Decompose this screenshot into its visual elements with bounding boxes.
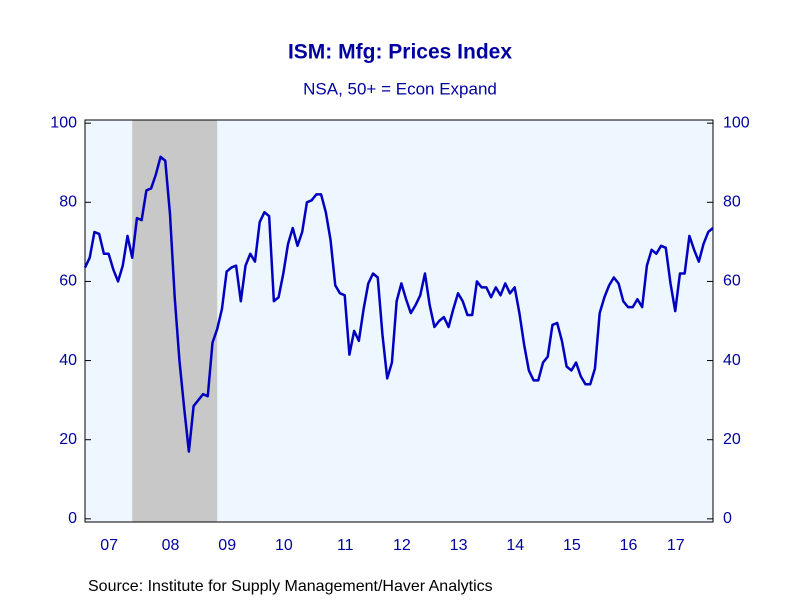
x-tick-label: 07 [100,537,118,554]
x-tick-label: 13 [450,537,468,554]
y-tick-label: 80 [59,194,77,211]
data-line [83,155,714,453]
chart-title: ISM: Mfg: Prices Index [288,41,512,64]
x-tick-label: 08 [162,537,180,554]
y2-tick-label: 20 [723,431,741,448]
shaded-range [132,120,218,522]
x-tick-label: 12 [393,537,411,554]
source-note: Source: Institute for Supply Management/… [88,578,493,595]
y2-tick-label: 40 [723,352,741,369]
y-tick-label: 60 [59,273,77,290]
y-tick-label: 20 [59,431,77,448]
x-tick-label: 10 [275,537,293,554]
x-tick-label: 15 [563,537,581,554]
y2-tick-label: 0 [723,510,732,527]
y2-tick-label: 60 [723,273,741,290]
x-tick-label: 09 [218,537,236,554]
y-tick-label: 0 [68,510,77,527]
y-tick-label: 100 [50,114,77,131]
x-tick-label: 16 [620,537,638,554]
plot-frame [84,119,714,523]
y-tick-label: 40 [59,352,77,369]
x-tick-label: 14 [506,537,524,554]
x-tick-label: 17 [667,537,685,554]
y2-tick-label: 80 [723,194,741,211]
chart-subtitle: NSA, 50+ = Econ Expand [303,79,497,98]
x-tick-label: 11 [337,537,354,554]
y2-tick-label: 100 [723,114,750,131]
